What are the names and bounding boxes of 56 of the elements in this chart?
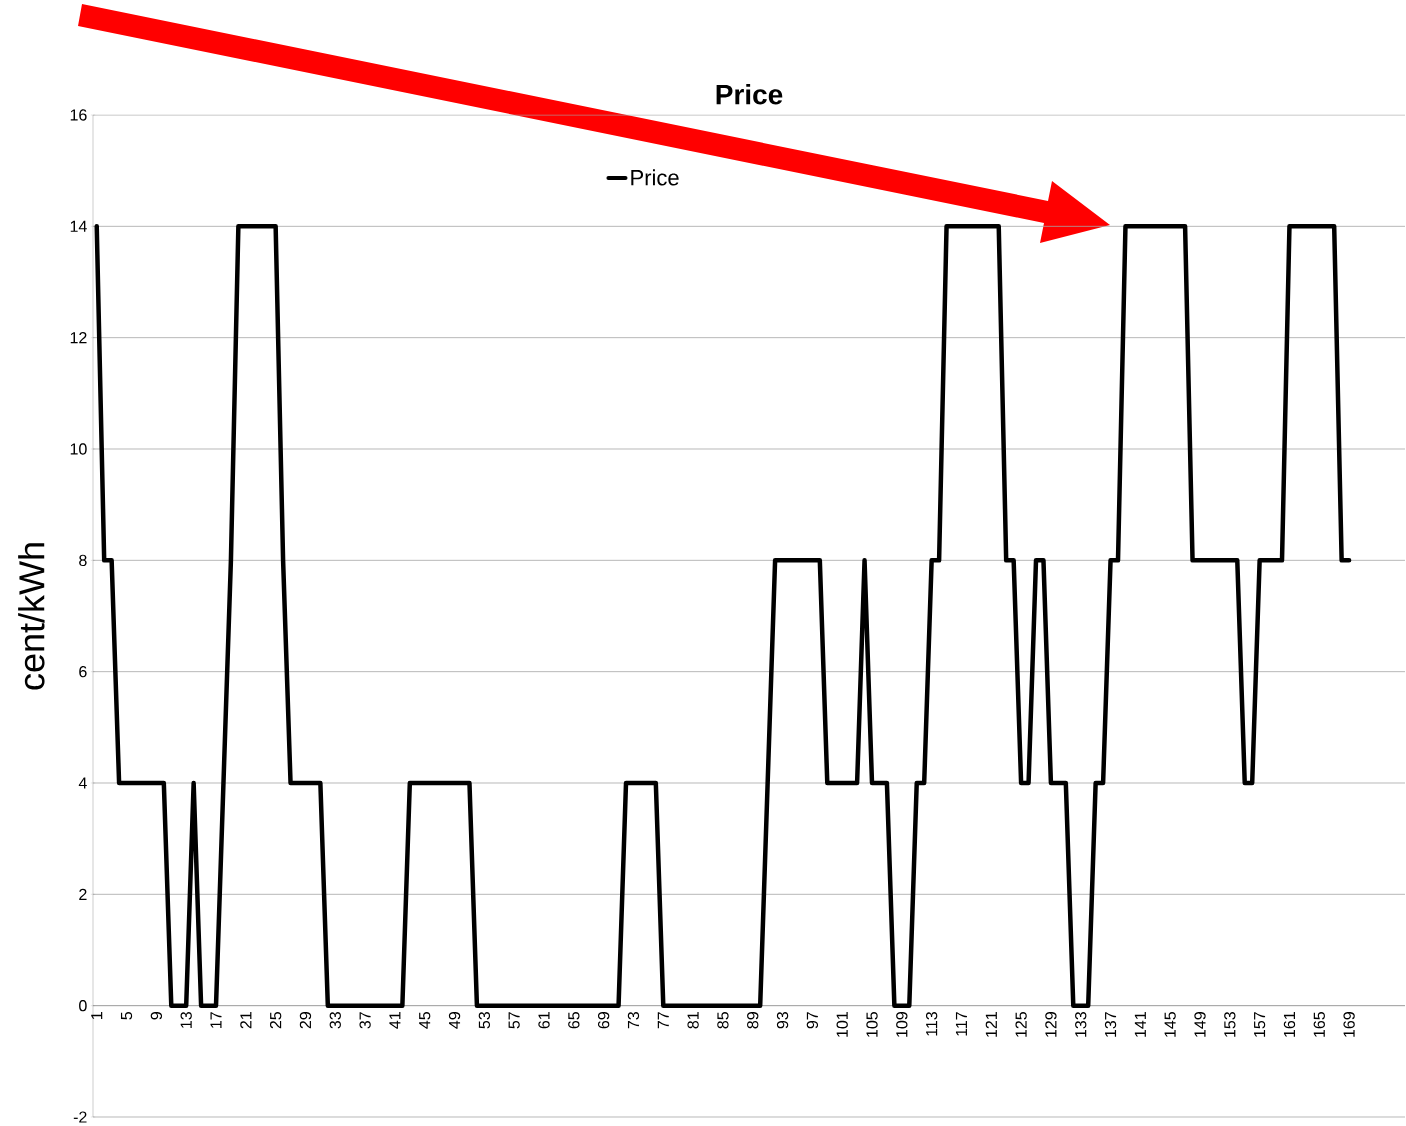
y-tick-label: 12 (70, 332, 87, 344)
y-tick-label: 0 (79, 1000, 87, 1012)
x-tick-label: 49 (448, 1012, 461, 1029)
x-tick-label: 109 (896, 1012, 908, 1037)
x-tick-label: 61 (538, 1012, 550, 1029)
x-tick-label: 9 (150, 1012, 163, 1020)
x-tick-label: 85 (717, 1012, 729, 1029)
y-tick-label: 16 (70, 109, 87, 121)
x-tick-label: 153 (1224, 1012, 1236, 1037)
x-tick-label: 17 (210, 1012, 222, 1028)
x-tick-label: 69 (597, 1012, 610, 1029)
legend-label: Price (631, 169, 679, 186)
x-tick-label: 157 (1254, 1012, 1266, 1037)
x-tick-label: 89 (747, 1012, 759, 1029)
x-tick-label: 21 (240, 1012, 252, 1029)
x-tick-label: 53 (478, 1012, 491, 1029)
x-tick-label: 133 (1075, 1012, 1087, 1037)
y-tick-label: -2 (73, 1111, 87, 1123)
x-tick-label: 129 (1045, 1012, 1057, 1037)
x-tick-label: 145 (1164, 1012, 1176, 1037)
x-tick-label: 165 (1313, 1012, 1325, 1037)
x-tick-label: 41 (389, 1012, 401, 1029)
y-tick-label: 10 (70, 443, 87, 455)
x-tick-label: 121 (985, 1012, 997, 1037)
y-tick-label: 14 (70, 220, 87, 232)
x-tick-label: 73 (627, 1012, 640, 1029)
x-tick-label: 33 (329, 1012, 341, 1029)
x-tick-label: 101 (836, 1012, 848, 1037)
x-tick-label: 77 (657, 1012, 669, 1029)
x-tick-label: 57 (508, 1012, 520, 1029)
x-tick-label: 169 (1343, 1012, 1355, 1037)
y-tick-label: 2 (79, 888, 87, 900)
x-tick-label: 97 (806, 1012, 819, 1029)
y-tick-label: 6 (79, 666, 87, 678)
x-tick-label: 81 (687, 1012, 699, 1029)
x-tick-label: 29 (299, 1012, 312, 1029)
x-tick-label: 125 (1015, 1012, 1027, 1037)
x-tick-label: 1 (91, 1012, 103, 1019)
x-tick-label: 45 (419, 1012, 431, 1029)
x-tick-label: 137 (1104, 1012, 1117, 1037)
x-tick-label: 65 (568, 1012, 580, 1029)
y-tick-label: 4 (78, 777, 87, 789)
x-tick-label: 93 (776, 1012, 789, 1029)
y-axis-title: cent/kWh (18, 543, 45, 690)
x-tick-label: 105 (866, 1012, 878, 1037)
x-tick-label: 5 (120, 1012, 133, 1020)
x-tick-label: 161 (1283, 1012, 1296, 1037)
x-tick-label: 117 (955, 1012, 967, 1036)
x-tick-label: 141 (1134, 1012, 1146, 1037)
x-tick-label: 113 (925, 1012, 938, 1036)
x-tick-label: 149 (1194, 1012, 1206, 1037)
y-tick-label: 8 (79, 554, 87, 566)
chart-title: Price (716, 83, 783, 105)
x-tick-label: 25 (269, 1012, 282, 1029)
x-tick-label: 13 (180, 1012, 192, 1028)
x-tick-label: 37 (359, 1012, 371, 1029)
